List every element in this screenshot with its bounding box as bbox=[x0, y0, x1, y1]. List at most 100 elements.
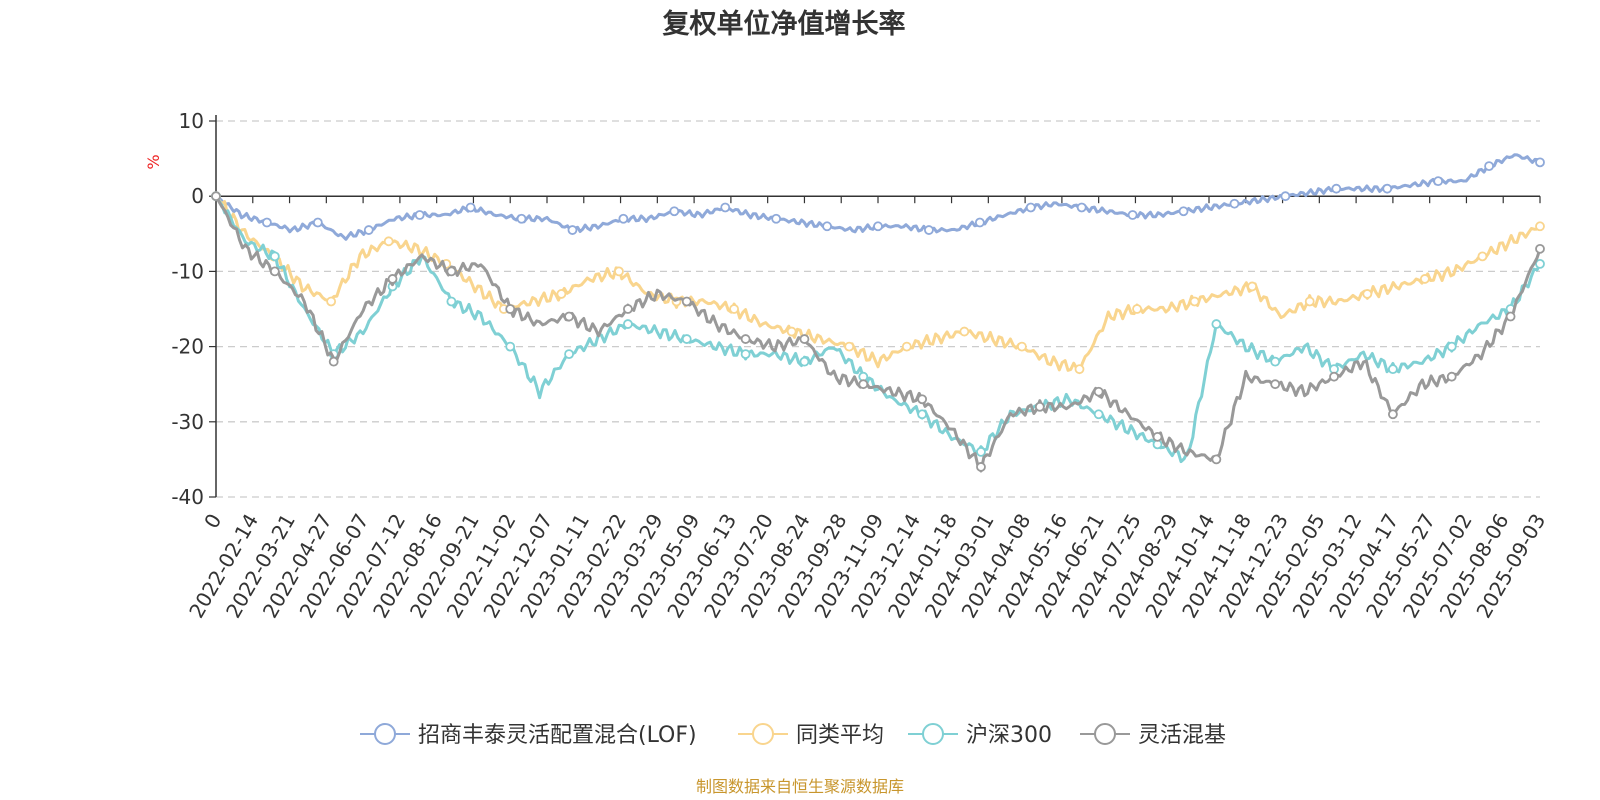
series-point bbox=[614, 266, 624, 277]
series-point bbox=[564, 311, 574, 322]
series-point bbox=[564, 349, 574, 360]
series-point bbox=[1074, 364, 1085, 375]
chart-title: 复权单位净值增长率 bbox=[663, 8, 906, 40]
series-point bbox=[505, 341, 516, 352]
series-point bbox=[799, 334, 810, 344]
series-point bbox=[873, 221, 883, 232]
series-point bbox=[623, 319, 633, 329]
series-point bbox=[1017, 341, 1027, 352]
series-point bbox=[924, 225, 934, 235]
legend-label: 招商丰泰灵活配置混合(LOF) bbox=[418, 723, 697, 748]
legend-item-1[interactable]: 同类平均 bbox=[738, 723, 884, 748]
legend-item-0[interactable]: 招商丰泰灵活配置混合(LOF) bbox=[360, 723, 697, 748]
x-tick-labels: 02022-02-142022-03-212022-04-272022-06-0… bbox=[184, 510, 1550, 623]
axes: 10 0 -10 -20 -30 -40 bbox=[171, 109, 1541, 509]
series-point bbox=[1535, 221, 1545, 232]
series-point bbox=[505, 304, 516, 314]
series-point bbox=[1535, 258, 1545, 269]
series-point bbox=[1229, 198, 1240, 209]
series-point bbox=[669, 206, 680, 217]
series-point bbox=[799, 356, 810, 367]
series-point bbox=[446, 296, 457, 307]
series-point bbox=[414, 210, 425, 220]
y-axis-unit: % bbox=[144, 154, 163, 169]
series-point bbox=[1484, 161, 1494, 172]
series-point bbox=[1535, 157, 1545, 168]
series-point bbox=[771, 213, 782, 224]
legend-label: 灵活混基 bbox=[1138, 723, 1226, 748]
series-point bbox=[516, 213, 527, 224]
series-point bbox=[269, 251, 280, 262]
series-point bbox=[1387, 409, 1398, 420]
series-point bbox=[1270, 356, 1281, 367]
gridlines bbox=[216, 120, 1540, 498]
series-line-2 bbox=[214, 195, 1542, 464]
series-point bbox=[681, 296, 692, 307]
series-point bbox=[1304, 296, 1315, 307]
series-point bbox=[1034, 401, 1045, 412]
series-point bbox=[211, 191, 221, 202]
y-tick-label: -40 bbox=[171, 485, 204, 509]
legend-marker bbox=[374, 723, 396, 745]
y-tick-label: 0 bbox=[191, 184, 204, 208]
y-tick-label: 10 bbox=[179, 109, 204, 133]
series-point bbox=[729, 304, 739, 314]
series-point bbox=[618, 213, 629, 224]
series-point bbox=[1270, 379, 1281, 390]
series-point bbox=[1093, 409, 1104, 420]
y-tick-label: -10 bbox=[171, 259, 204, 283]
series-point bbox=[1446, 341, 1457, 352]
legend-label: 沪深300 bbox=[966, 723, 1052, 748]
series-point bbox=[1419, 274, 1430, 284]
series-point bbox=[901, 341, 912, 352]
data-source-note: 制图数据来自恒生聚源数据库 bbox=[696, 777, 904, 796]
legend-label: 同类平均 bbox=[796, 723, 884, 748]
y-tick-label: -30 bbox=[171, 410, 204, 434]
series-point bbox=[1387, 364, 1398, 375]
legend-item-2[interactable]: 沪深300 bbox=[908, 723, 1052, 748]
series-point bbox=[822, 221, 832, 232]
series-point bbox=[1025, 202, 1036, 213]
series-point bbox=[1433, 176, 1444, 187]
series-point bbox=[917, 394, 928, 405]
series-point bbox=[1362, 289, 1373, 299]
series-point bbox=[786, 326, 797, 337]
series-line-1 bbox=[214, 195, 1542, 375]
legend-marker bbox=[922, 723, 944, 745]
legend-marker bbox=[752, 723, 774, 745]
series-point bbox=[1211, 454, 1222, 465]
series-point bbox=[1329, 371, 1339, 382]
series-lines bbox=[211, 153, 1545, 473]
series-point bbox=[1093, 386, 1104, 397]
series-point bbox=[1132, 304, 1142, 314]
series-point bbox=[1382, 183, 1393, 194]
series-point bbox=[858, 379, 869, 390]
series-point bbox=[1127, 210, 1138, 220]
series-point bbox=[1152, 431, 1163, 442]
series-point bbox=[262, 217, 272, 228]
series-point bbox=[567, 225, 578, 235]
y-tick-label: -20 bbox=[171, 335, 204, 359]
series-point bbox=[383, 236, 394, 247]
series-point bbox=[976, 446, 986, 457]
series-point bbox=[312, 217, 323, 228]
series-point bbox=[1280, 191, 1291, 202]
series-point bbox=[681, 334, 692, 344]
series-point bbox=[740, 334, 751, 344]
series-point bbox=[976, 462, 986, 472]
series-line-3 bbox=[214, 195, 1542, 473]
series-point bbox=[1247, 281, 1258, 292]
series-point bbox=[1477, 251, 1488, 262]
series-point bbox=[446, 266, 457, 277]
series-point bbox=[720, 202, 731, 213]
series-point bbox=[844, 341, 855, 352]
series-point bbox=[269, 266, 280, 277]
series-point bbox=[1076, 202, 1087, 213]
series-point bbox=[1331, 183, 1342, 194]
series-point bbox=[1535, 243, 1545, 254]
series-point bbox=[917, 409, 928, 420]
legend-item-3[interactable]: 灵活混基 bbox=[1080, 723, 1226, 748]
legend[interactable]: 招商丰泰灵活配置混合(LOF) 同类平均 沪深300 灵活混基 bbox=[360, 723, 1226, 748]
series-point bbox=[623, 304, 633, 314]
